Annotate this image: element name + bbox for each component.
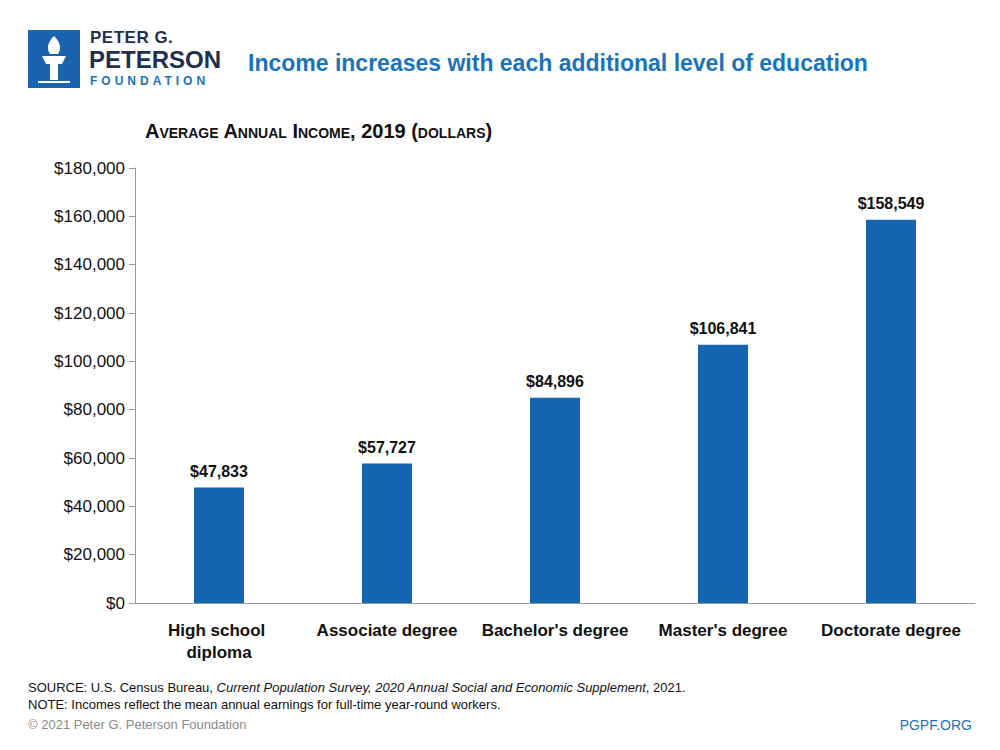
svg-text:$0: $0 — [106, 594, 125, 613]
svg-text:diploma: diploma — [186, 643, 252, 662]
html-text:Average Annual Income, 2019 (d: Average Annual Income, 2019 (dollars) — [145, 120, 493, 142]
svg-text:$20,000: $20,000 — [64, 545, 125, 564]
html-text:PETER G.: PETER G. — [90, 28, 174, 47]
svg-text:$60,000: $60,000 — [64, 449, 125, 468]
svg-text:$57,727: $57,727 — [358, 439, 416, 456]
svg-text:Associate degree: Associate degree — [317, 621, 458, 640]
html-text:FOUNDATION: FOUNDATION — [90, 74, 210, 88]
svg-text:Bachelor's degree: Bachelor's degree — [482, 621, 629, 640]
svg-text:$100,000: $100,000 — [54, 352, 125, 371]
svg-text:$158,549: $158,549 — [858, 195, 925, 212]
html-text:PETERSON: PETERSON — [89, 46, 221, 73]
svg-text:Doctorate degree: Doctorate degree — [821, 621, 961, 640]
html-text:PGPF.ORG: PGPF.ORG — [899, 717, 972, 733]
html-text:NOTE: Incomes reflect the mean: NOTE: Incomes reflect the mean annual ea… — [28, 697, 501, 712]
svg-text:Master's degree: Master's degree — [659, 621, 788, 640]
svg-text:$84,896: $84,896 — [526, 373, 584, 390]
svg-text:$47,833: $47,833 — [190, 463, 248, 480]
svg-text:Income increases with each add: Income increases with each additional le… — [248, 50, 868, 76]
svg-text:$120,000: $120,000 — [54, 304, 125, 323]
html-text:SOURCE: U.S. Census Bureau, Cu: SOURCE: U.S. Census Bureau, Current Popu… — [28, 680, 686, 695]
html-text:© 2021 Peter G. Peterson Found: © 2021 Peter G. Peterson Foundation — [28, 717, 247, 732]
svg-text:$160,000: $160,000 — [54, 207, 125, 226]
svg-text:$40,000: $40,000 — [64, 497, 125, 516]
svg-text:$80,000: $80,000 — [64, 400, 125, 419]
svg-text:$140,000: $140,000 — [54, 255, 125, 274]
svg-text:$180,000: $180,000 — [54, 159, 125, 178]
svg-text:$106,841: $106,841 — [690, 320, 757, 337]
svg-text:High school: High school — [168, 621, 270, 640]
